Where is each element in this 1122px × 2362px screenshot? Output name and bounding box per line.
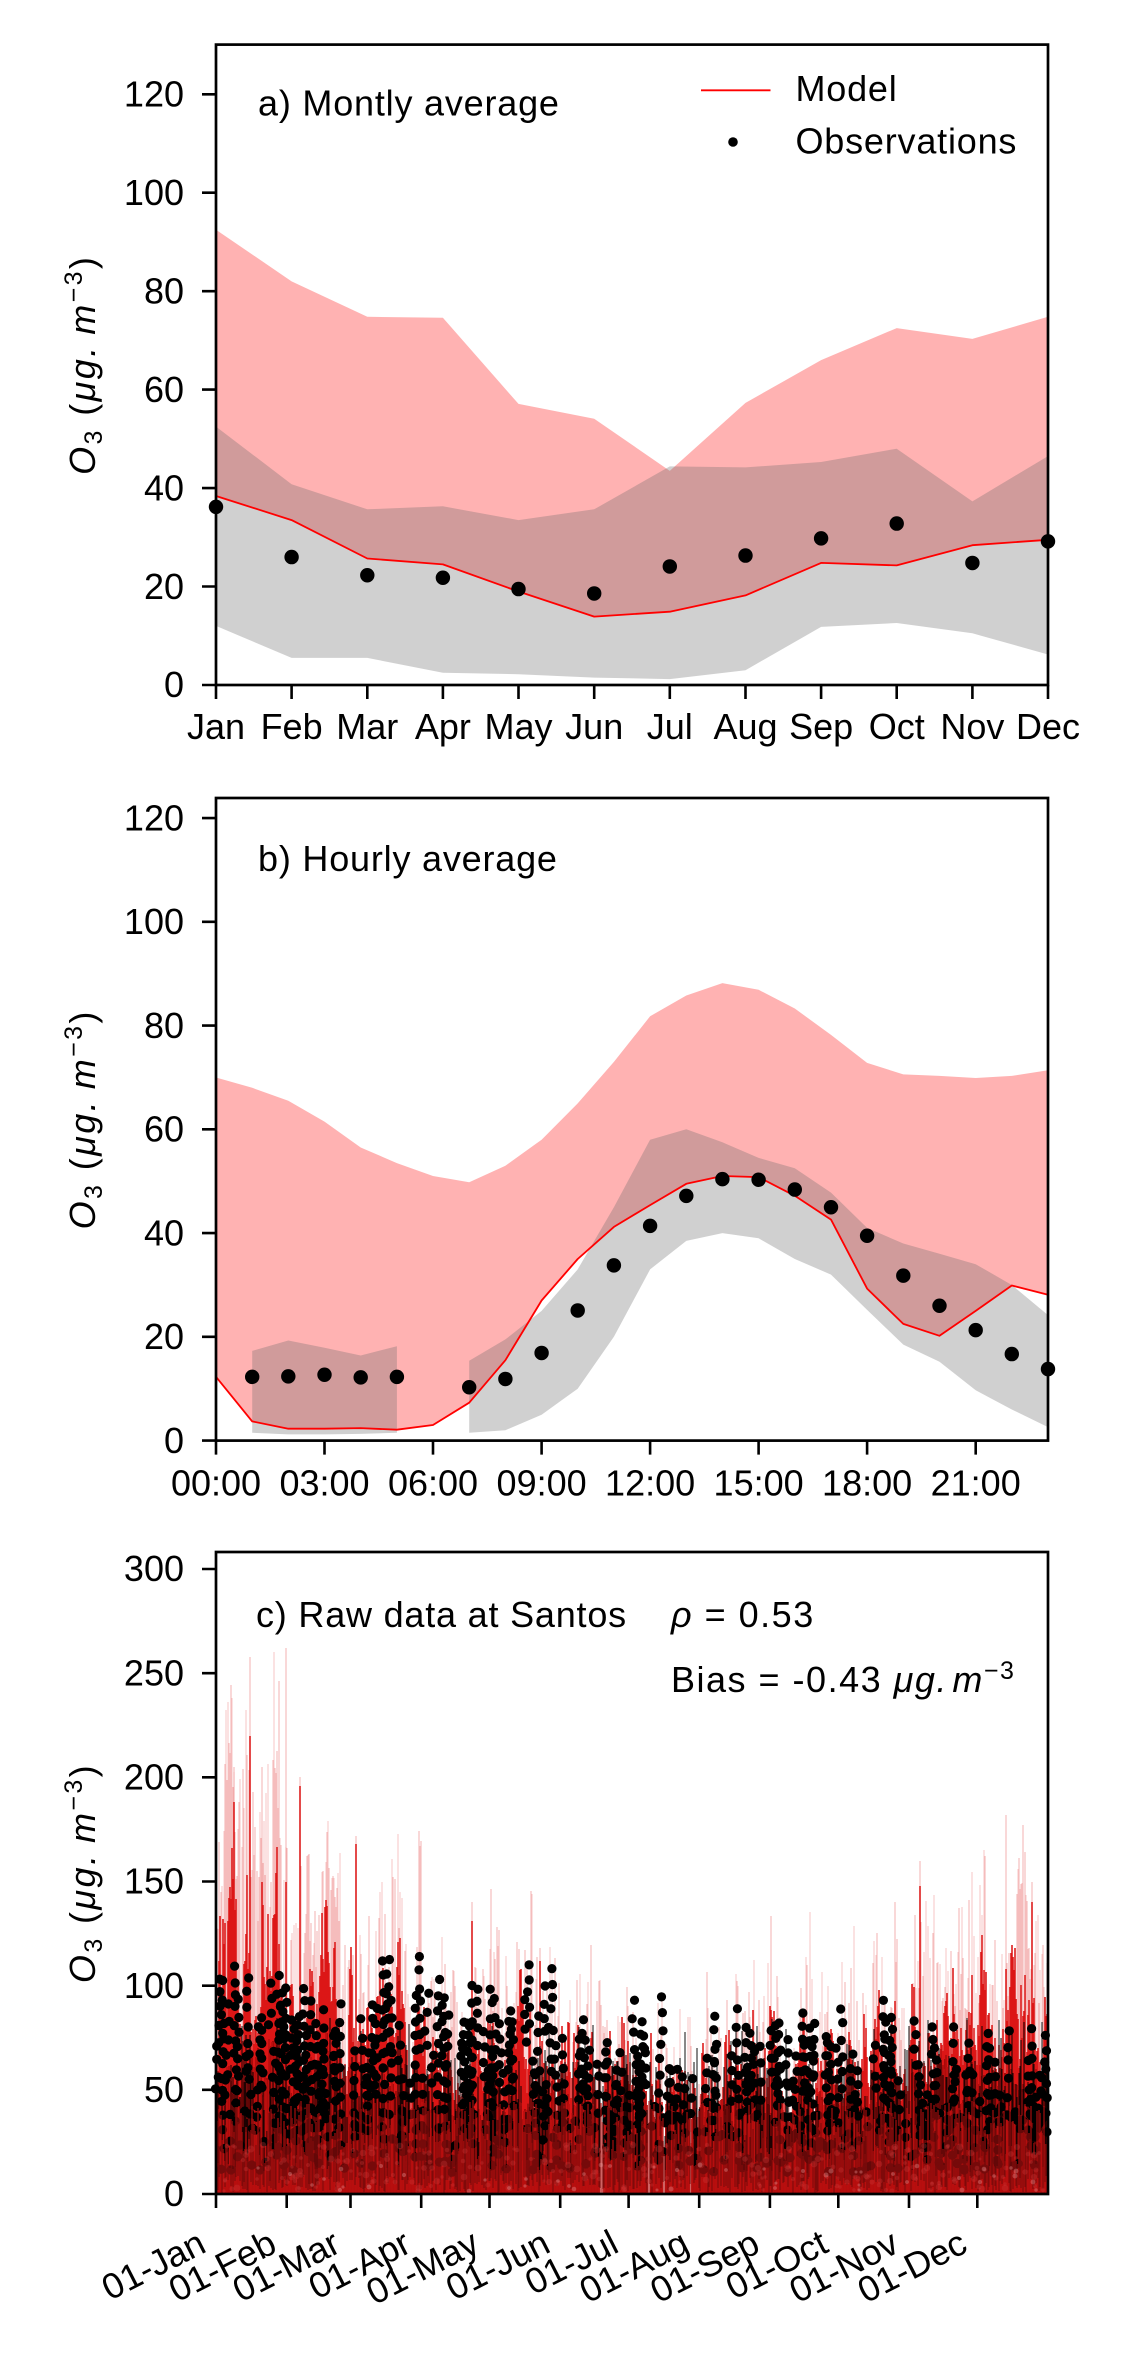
svg-text:03:00: 03:00 <box>279 1463 369 1504</box>
svg-text:Apr: Apr <box>415 706 471 747</box>
svg-text:Bias = -0.43 μg. m−3: Bias = -0.43 μg. m−3 <box>671 1657 1015 1700</box>
svg-text:Mar: Mar <box>336 706 398 747</box>
svg-text:0: 0 <box>164 1420 184 1461</box>
svg-text:40: 40 <box>144 467 184 508</box>
svg-text:Jan: Jan <box>187 706 245 747</box>
svg-text:120: 120 <box>124 797 184 838</box>
svg-text:60: 60 <box>144 369 184 410</box>
svg-text:12:00: 12:00 <box>605 1463 695 1504</box>
svg-text:200: 200 <box>124 1757 184 1798</box>
svg-text:100: 100 <box>124 1965 184 2006</box>
svg-text:Jul: Jul <box>647 706 693 747</box>
svg-text:80: 80 <box>144 1005 184 1046</box>
svg-text:250: 250 <box>124 1652 184 1693</box>
svg-text:b) Hourly average: b) Hourly average <box>258 838 558 879</box>
svg-text:May: May <box>484 706 552 747</box>
svg-text:ρ = 0.53: ρ = 0.53 <box>670 1594 815 1635</box>
svg-text:20: 20 <box>144 1316 184 1357</box>
svg-text:100: 100 <box>124 172 184 213</box>
svg-text:150: 150 <box>124 1861 184 1902</box>
svg-text:Aug: Aug <box>713 706 777 747</box>
svg-text:0: 0 <box>164 664 184 705</box>
svg-text:00:00: 00:00 <box>171 1463 261 1504</box>
svg-text:O3 (μg. m−3): O3 (μg. m−3) <box>60 1763 108 1983</box>
svg-text:50: 50 <box>144 2069 184 2110</box>
svg-text:06:00: 06:00 <box>388 1463 478 1504</box>
svg-text:Feb: Feb <box>261 706 323 747</box>
svg-text:Jun: Jun <box>565 706 623 747</box>
svg-text:Oct: Oct <box>869 706 925 747</box>
svg-text:O3 (μg. m−3): O3 (μg. m−3) <box>60 1009 108 1229</box>
svg-text:09:00: 09:00 <box>497 1463 587 1504</box>
svg-text:120: 120 <box>124 74 184 115</box>
svg-text:15:00: 15:00 <box>714 1463 804 1504</box>
svg-text:Observations: Observations <box>796 120 1018 161</box>
svg-text:O3 (μg. m−3): O3 (μg. m−3) <box>60 255 108 475</box>
svg-text:0: 0 <box>164 2173 184 2214</box>
svg-text:Dec: Dec <box>1016 706 1080 747</box>
svg-text:18:00: 18:00 <box>822 1463 912 1504</box>
svg-text:80: 80 <box>144 270 184 311</box>
svg-text:100: 100 <box>124 901 184 942</box>
svg-text:c) Raw data at Santos: c) Raw data at Santos <box>256 1594 627 1635</box>
svg-text:Nov: Nov <box>940 706 1004 747</box>
svg-text:300: 300 <box>124 1548 184 1589</box>
svg-text:Model: Model <box>796 68 898 109</box>
svg-text:a) Montly average: a) Montly average <box>258 83 560 124</box>
svg-text:Sep: Sep <box>789 706 853 747</box>
svg-text:40: 40 <box>144 1212 184 1253</box>
svg-text:20: 20 <box>144 566 184 607</box>
svg-text:60: 60 <box>144 1109 184 1150</box>
svg-text:21:00: 21:00 <box>931 1463 1021 1504</box>
